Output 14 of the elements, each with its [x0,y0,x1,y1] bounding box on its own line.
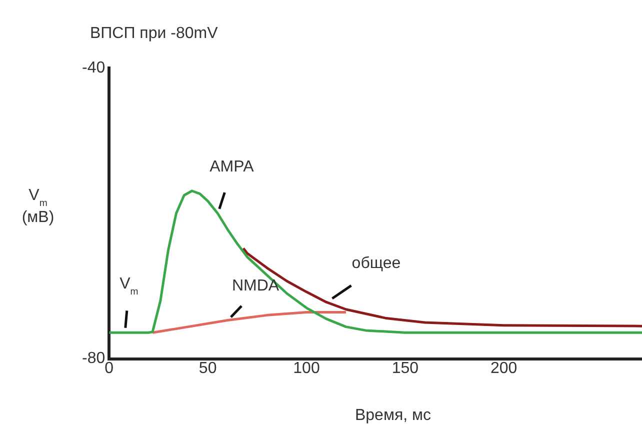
x-tick-label: 100 [293,360,320,377]
annotation: V$_{m}$ [120,276,138,298]
series-label: NMDA [232,277,280,294]
y-axis-title: V$_{m}$ (мВ) [22,187,54,226]
y-tick-label: -80 [82,350,106,368]
x-axis-title: Время, мс [354,407,432,424]
x-tick-label: 0 [104,360,114,377]
chart-title: ВПСП при -80mV [90,25,218,42]
y-tick-label: -40 [82,59,106,76]
x-tick-label: 200 [490,360,518,377]
text: общее [352,255,401,272]
x-tick-label: 150 [392,360,419,377]
series-label: AMPA [210,158,254,176]
x-tick-label: 50 [198,360,217,377]
